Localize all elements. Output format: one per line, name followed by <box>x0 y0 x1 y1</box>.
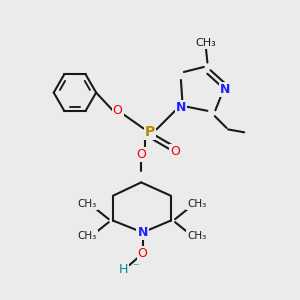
Text: O: O <box>136 148 146 161</box>
Text: P: P <box>145 125 155 139</box>
Text: H: H <box>119 263 128 276</box>
Text: N: N <box>176 101 186 114</box>
Text: CH₃: CH₃ <box>187 200 206 209</box>
Text: O: O <box>113 104 122 117</box>
Text: ⁻: ⁻ <box>132 262 138 275</box>
Text: CH₃: CH₃ <box>78 231 97 241</box>
Text: N: N <box>137 226 148 239</box>
Text: N: N <box>220 83 230 96</box>
Text: O: O <box>138 247 148 260</box>
Text: CH₃: CH₃ <box>187 231 206 241</box>
Text: CH₃: CH₃ <box>196 38 216 48</box>
Text: CH₃: CH₃ <box>78 200 97 209</box>
Text: O: O <box>170 145 180 158</box>
